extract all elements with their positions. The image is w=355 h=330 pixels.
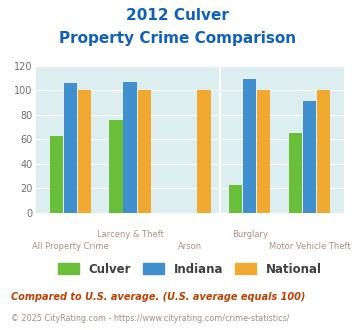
Bar [64, 83, 77, 213]
Bar [109, 120, 122, 213]
Text: Motor Vehicle Theft: Motor Vehicle Theft [269, 242, 350, 251]
Text: 2012 Culver: 2012 Culver [126, 8, 229, 23]
Bar [289, 133, 302, 213]
Text: All Property Crime: All Property Crime [32, 242, 109, 251]
Legend: Culver, Indiana, National: Culver, Indiana, National [58, 263, 322, 276]
Bar [257, 90, 271, 213]
Bar [303, 102, 316, 213]
Text: Larceny & Theft: Larceny & Theft [97, 230, 164, 239]
Bar [124, 82, 137, 213]
Bar [317, 90, 330, 213]
Text: Property Crime Comparison: Property Crime Comparison [59, 31, 296, 46]
Text: Compared to U.S. average. (U.S. average equals 100): Compared to U.S. average. (U.S. average … [11, 292, 305, 302]
Bar [137, 90, 151, 213]
Bar [229, 185, 242, 213]
Text: Burglary: Burglary [232, 230, 268, 239]
Text: © 2025 CityRating.com - https://www.cityrating.com/crime-statistics/: © 2025 CityRating.com - https://www.city… [11, 314, 289, 323]
Bar [78, 90, 91, 213]
Bar [50, 136, 63, 213]
Bar [243, 80, 256, 213]
Bar [197, 90, 211, 213]
Text: Arson: Arson [178, 242, 202, 251]
